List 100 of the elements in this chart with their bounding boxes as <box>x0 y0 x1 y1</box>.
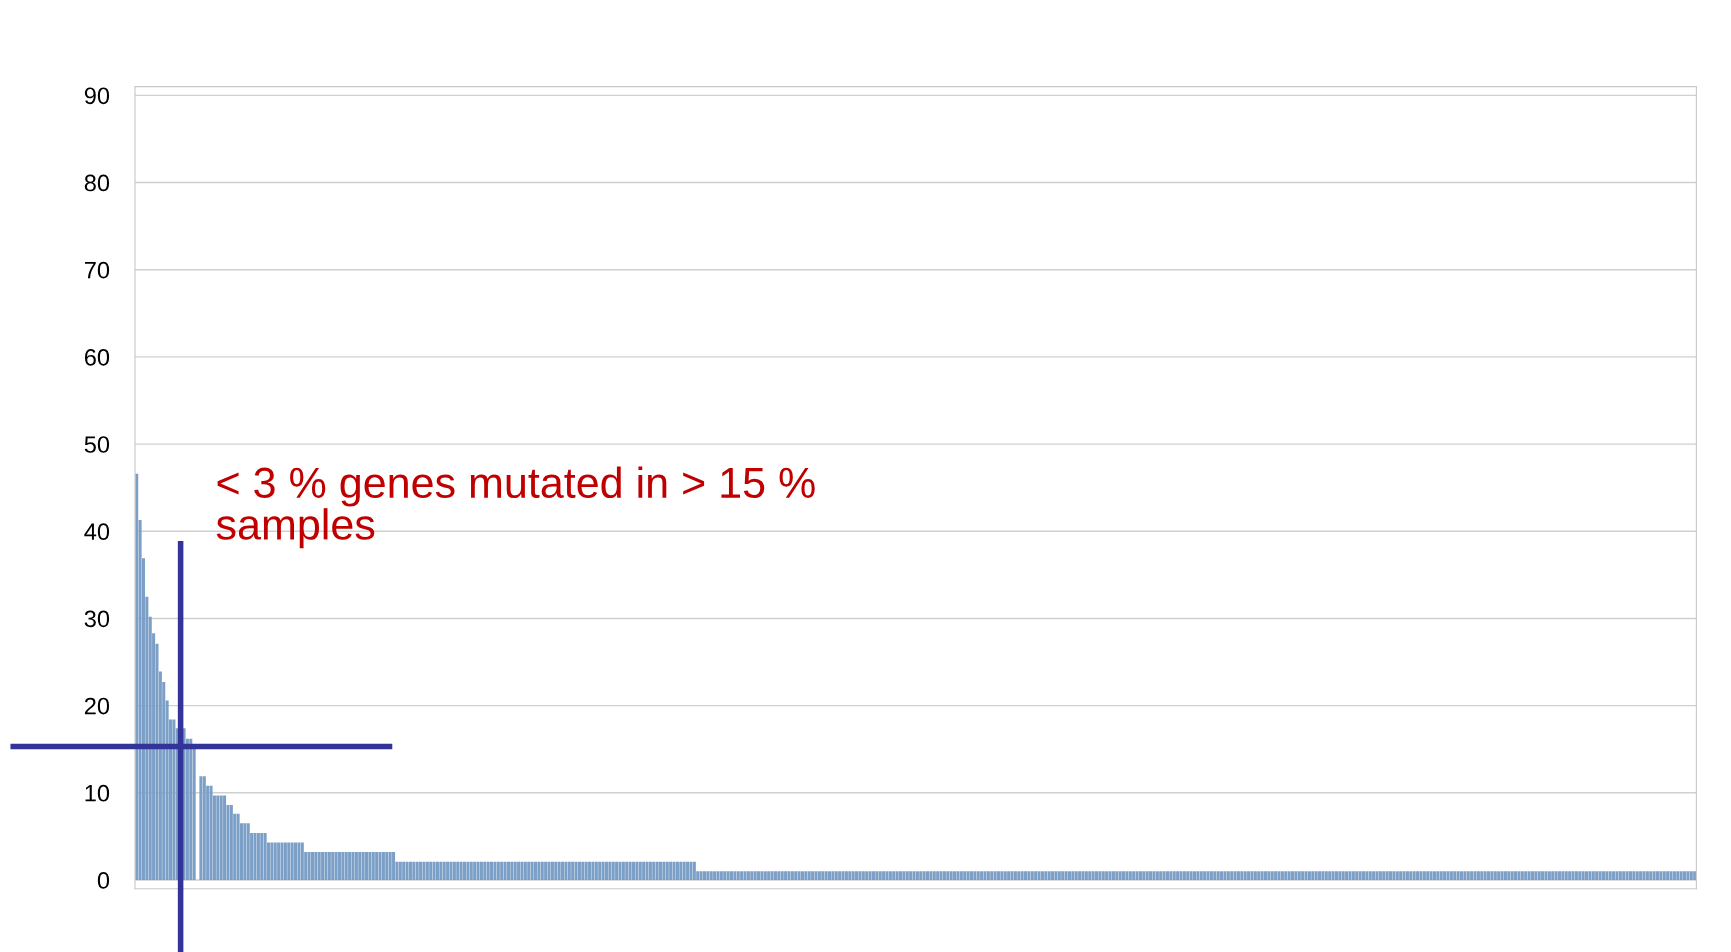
bar <box>773 871 777 880</box>
bar <box>838 871 842 880</box>
bar <box>1392 871 1396 880</box>
bar <box>1510 871 1514 880</box>
bar <box>1094 871 1099 880</box>
bar <box>449 861 453 880</box>
bar <box>270 842 274 880</box>
bar <box>1449 871 1453 880</box>
bar <box>1568 871 1572 880</box>
bar <box>1223 871 1227 880</box>
bar <box>1615 871 1619 880</box>
bar <box>638 861 642 880</box>
bar <box>1530 871 1534 880</box>
bar <box>608 861 612 880</box>
bar <box>1351 871 1355 880</box>
bar <box>672 861 676 880</box>
bar <box>1679 871 1683 880</box>
bar <box>256 832 260 880</box>
bar <box>479 861 483 880</box>
bar <box>1662 871 1666 880</box>
y-tick-label: 10 <box>85 784 110 802</box>
bar <box>1284 871 1288 880</box>
bar <box>550 861 554 880</box>
bar <box>1537 871 1541 880</box>
bar <box>432 861 436 880</box>
bar <box>219 795 223 880</box>
bar <box>1071 871 1075 880</box>
bar <box>1574 871 1578 880</box>
bar <box>1635 871 1639 880</box>
bar <box>425 861 429 880</box>
bar <box>1655 871 1660 880</box>
bar <box>1618 871 1622 880</box>
bar <box>966 871 970 880</box>
bar <box>956 871 960 880</box>
bar <box>1328 871 1332 880</box>
bar <box>419 861 423 880</box>
bar <box>1257 871 1261 880</box>
bar <box>1277 871 1281 880</box>
bar <box>905 871 909 880</box>
bar <box>699 871 703 880</box>
bar <box>297 842 301 880</box>
bar <box>746 871 750 880</box>
bar <box>1145 871 1149 880</box>
bar <box>953 871 957 880</box>
bar <box>469 861 473 880</box>
bar <box>1057 871 1061 880</box>
bar <box>895 871 899 880</box>
bar <box>1243 871 1247 880</box>
bar <box>794 871 798 880</box>
bar <box>277 842 281 880</box>
bar <box>1111 871 1115 880</box>
bar <box>1693 871 1697 880</box>
bar <box>1463 871 1467 880</box>
bar <box>865 871 869 880</box>
bar <box>1179 871 1183 880</box>
bar <box>1358 871 1362 880</box>
bar <box>996 871 1001 880</box>
bar <box>942 871 946 880</box>
bar <box>628 861 632 880</box>
bar <box>926 871 930 880</box>
bar <box>588 861 592 880</box>
bar <box>1652 871 1656 880</box>
bar <box>1571 871 1575 880</box>
bar <box>1270 871 1274 880</box>
bar <box>1520 871 1524 880</box>
bar <box>493 861 497 880</box>
bar <box>980 871 984 880</box>
bar <box>892 871 896 880</box>
bar <box>287 842 291 880</box>
bar <box>1067 871 1071 880</box>
bar <box>1206 871 1210 880</box>
bar <box>1487 871 1491 880</box>
bar <box>1622 871 1626 880</box>
bar <box>611 861 615 880</box>
bar <box>594 861 598 880</box>
bar <box>645 861 649 880</box>
bar <box>811 871 815 880</box>
bar <box>1527 871 1531 880</box>
bar <box>314 852 318 880</box>
bar <box>429 861 433 880</box>
bar <box>300 842 304 880</box>
bar <box>199 776 203 880</box>
bar <box>1595 871 1599 880</box>
bar <box>358 852 362 880</box>
bar <box>1172 871 1176 880</box>
y-tick-label: 50 <box>84 436 110 453</box>
bar <box>969 871 973 880</box>
bar <box>1628 871 1632 880</box>
bar <box>659 861 663 880</box>
bar <box>1297 871 1301 880</box>
y-tick-label: 70 <box>84 261 110 279</box>
bar <box>1338 871 1342 880</box>
bar <box>442 861 446 880</box>
bar <box>1125 871 1129 880</box>
bar <box>1030 871 1034 880</box>
bar <box>1517 871 1521 880</box>
bar <box>348 852 352 880</box>
bar <box>1399 871 1403 880</box>
bar <box>615 861 619 880</box>
bar <box>770 871 774 880</box>
